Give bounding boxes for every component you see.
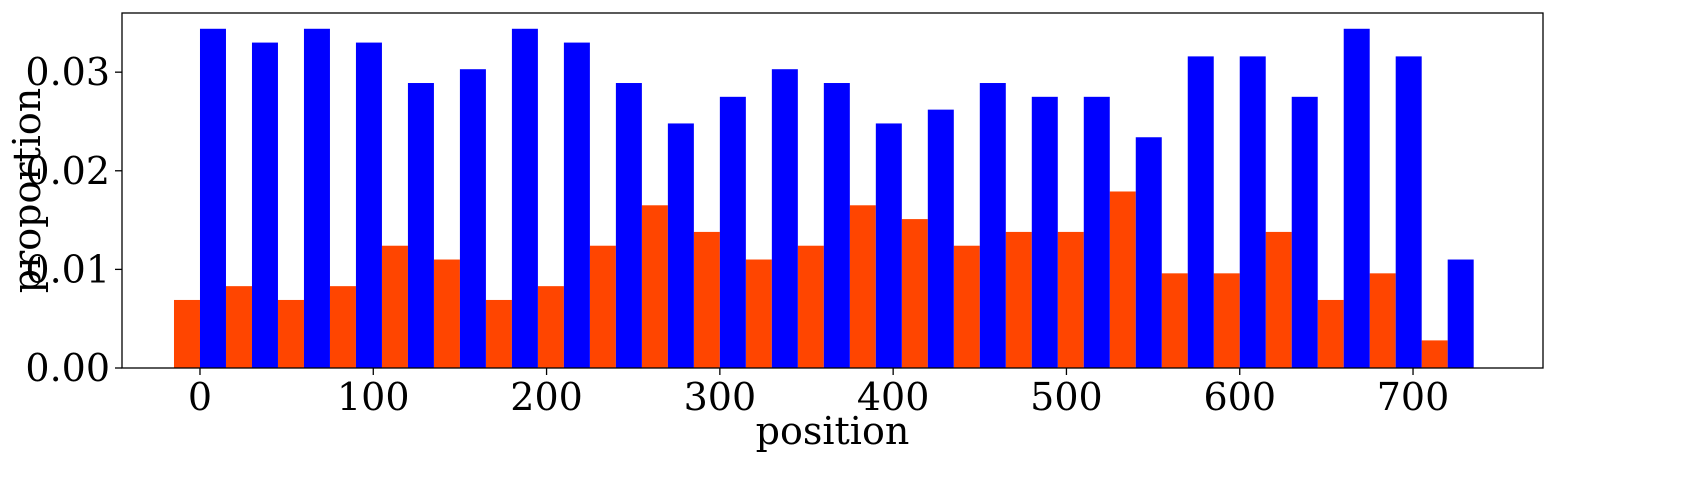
bar-series1-8 <box>589 245 616 368</box>
bar-series2-3 <box>355 42 382 368</box>
bar-series1-3 <box>329 286 356 368</box>
bar-series1-4 <box>381 245 408 368</box>
bar-series1-14 <box>901 219 928 368</box>
x-tick-label: 600 <box>1203 375 1276 419</box>
x-tick-label: 400 <box>857 375 930 419</box>
bar-series1-22 <box>1317 299 1344 368</box>
bar-series1-20 <box>1213 273 1240 368</box>
x-axis-ticks: 0 100 200 300 400 500 600 700 <box>188 368 1449 419</box>
bar-series2-19 <box>1187 56 1214 369</box>
bars-group <box>173 28 1474 369</box>
bar-series1-18 <box>1109 191 1136 368</box>
bar-series2-20 <box>1239 56 1266 369</box>
bar-series2-9 <box>667 123 694 368</box>
x-tick-label: 300 <box>684 375 757 419</box>
y-axis-label: proportion <box>5 88 49 294</box>
x-tick-label: 0 <box>188 375 212 419</box>
bar-series1-21 <box>1265 231 1292 368</box>
y-tick-label: 0.03 <box>25 50 110 94</box>
bar-series2-22 <box>1343 28 1370 369</box>
bar-series1-17 <box>1057 231 1084 368</box>
bar-series1-15 <box>953 245 980 368</box>
x-tick-label: 500 <box>1030 375 1103 419</box>
bar-series2-5 <box>459 69 486 368</box>
x-tick-label: 700 <box>1377 375 1450 419</box>
bar-series1-16 <box>1005 231 1032 368</box>
bar-series2-1 <box>251 42 278 368</box>
x-tick-label: 100 <box>337 375 410 419</box>
bar-series1-19 <box>1161 273 1188 368</box>
y-tick-label: 0.02 <box>25 149 110 193</box>
bar-series2-8 <box>615 83 642 368</box>
bar-series2-2 <box>303 28 330 369</box>
bar-series1-10 <box>693 231 720 368</box>
bar-series2-24 <box>1447 259 1474 368</box>
bar-series2-16 <box>1031 96 1058 368</box>
bar-series2-6 <box>511 28 538 369</box>
bar-series1-1 <box>225 286 252 368</box>
bar-series2-7 <box>563 42 590 368</box>
x-tick-label: 200 <box>510 375 583 419</box>
bar-series2-4 <box>407 83 434 368</box>
bar-series2-21 <box>1291 96 1318 368</box>
bar-series1-2 <box>277 299 304 368</box>
bar-series1-7 <box>537 286 564 368</box>
bar-series2-12 <box>823 83 850 368</box>
bar-series1-13 <box>849 205 876 368</box>
bar-series2-17 <box>1083 96 1110 368</box>
bar-series1-12 <box>797 245 824 368</box>
y-tick-label: 0.01 <box>25 247 110 291</box>
bar-series2-0 <box>199 28 226 369</box>
bar-series1-0 <box>173 299 200 368</box>
plot-frame <box>121 12 1544 369</box>
x-axis-label: position <box>756 409 910 453</box>
bar-series1-23 <box>1369 273 1396 368</box>
bar-series2-14 <box>927 109 954 368</box>
bar-series1-9 <box>641 205 668 368</box>
bar-series2-13 <box>875 123 902 368</box>
bar-series2-23 <box>1395 56 1422 369</box>
bar-series1-11 <box>745 259 772 368</box>
bar-series2-11 <box>771 69 798 368</box>
bar-series1-5 <box>433 259 460 368</box>
bar-series1-24 <box>1421 340 1448 368</box>
bar-series2-15 <box>979 83 1006 368</box>
y-axis-ticks: 0.00 0.01 0.02 0.03 <box>25 50 122 390</box>
bar-series2-10 <box>719 96 746 368</box>
bar-series2-18 <box>1135 137 1162 368</box>
bar-series1-6 <box>485 299 512 368</box>
y-tick-label: 0.00 <box>25 346 110 390</box>
